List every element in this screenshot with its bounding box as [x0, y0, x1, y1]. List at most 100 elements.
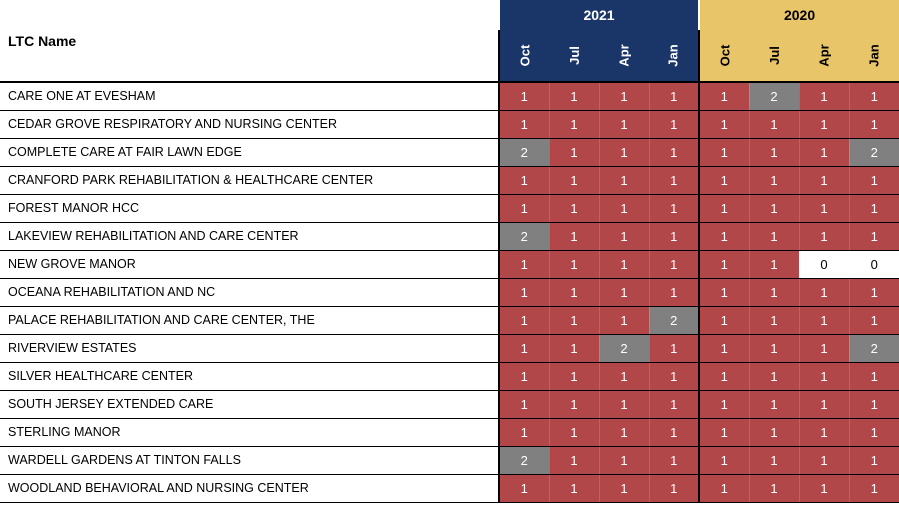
value-cell: 1: [749, 110, 799, 138]
value-cell: 1: [599, 110, 649, 138]
facility-name: FOREST MANOR HCC: [0, 194, 499, 222]
value-cell: 1: [799, 418, 849, 446]
value-cell: 1: [699, 278, 749, 306]
table-row: COMPLETE CARE AT FAIR LAWN EDGE21111112: [0, 138, 899, 166]
value-cell: 1: [499, 362, 549, 390]
value-cell: 1: [649, 278, 699, 306]
value-cell: 1: [849, 362, 899, 390]
value-cell: 1: [549, 362, 599, 390]
value-cell: 1: [799, 306, 849, 334]
value-cell: 1: [549, 250, 599, 278]
value-cell: 1: [749, 222, 799, 250]
year-header-2021: 2021: [499, 0, 699, 30]
value-cell: 1: [549, 166, 599, 194]
value-cell: 1: [749, 306, 799, 334]
value-cell: 0: [799, 250, 849, 278]
value-cell: 1: [549, 82, 599, 110]
table-row: OCEANA REHABILITATION AND NC11111111: [0, 278, 899, 306]
facility-name: LAKEVIEW REHABILITATION AND CARE CENTER: [0, 222, 499, 250]
value-cell: 1: [549, 138, 599, 166]
value-cell: 1: [649, 222, 699, 250]
value-cell: 1: [849, 306, 899, 334]
facility-name: PALACE REHABILITATION AND CARE CENTER, T…: [0, 306, 499, 334]
value-cell: 2: [749, 82, 799, 110]
value-cell: 1: [499, 250, 549, 278]
value-cell: 1: [849, 474, 899, 502]
facility-name: OCEANA REHABILITATION AND NC: [0, 278, 499, 306]
value-cell: 1: [599, 306, 649, 334]
value-cell: 2: [499, 446, 549, 474]
facility-name: CEDAR GROVE RESPIRATORY AND NURSING CENT…: [0, 110, 499, 138]
value-cell: 1: [549, 306, 599, 334]
value-cell: 2: [499, 138, 549, 166]
value-cell: 1: [499, 110, 549, 138]
value-cell: 1: [749, 194, 799, 222]
value-cell: 1: [649, 334, 699, 362]
value-cell: 1: [799, 362, 849, 390]
value-cell: 1: [599, 222, 649, 250]
month-header: Jul: [749, 30, 799, 82]
facility-name: STERLING MANOR: [0, 418, 499, 446]
value-cell: 1: [699, 110, 749, 138]
value-cell: 1: [549, 194, 599, 222]
value-cell: 1: [649, 194, 699, 222]
year-header-2020: 2020: [699, 0, 899, 30]
facility-name: SILVER HEALTHCARE CENTER: [0, 362, 499, 390]
value-cell: 1: [799, 138, 849, 166]
value-cell: 1: [699, 194, 749, 222]
value-cell: 1: [799, 334, 849, 362]
month-header: Jan: [849, 30, 899, 82]
name-column-header: LTC Name: [0, 0, 499, 82]
value-cell: 2: [849, 334, 899, 362]
value-cell: 1: [849, 82, 899, 110]
value-cell: 1: [849, 446, 899, 474]
value-cell: 1: [799, 474, 849, 502]
table-row: STERLING MANOR11111111: [0, 418, 899, 446]
value-cell: 1: [749, 362, 799, 390]
value-cell: 1: [749, 418, 799, 446]
value-cell: 1: [599, 418, 649, 446]
value-cell: 1: [799, 82, 849, 110]
value-cell: 1: [699, 390, 749, 418]
table-row: LAKEVIEW REHABILITATION AND CARE CENTER2…: [0, 222, 899, 250]
value-cell: 1: [499, 474, 549, 502]
value-cell: 1: [699, 222, 749, 250]
value-cell: 1: [699, 418, 749, 446]
value-cell: 1: [649, 474, 699, 502]
value-cell: 1: [799, 446, 849, 474]
value-cell: 1: [549, 278, 599, 306]
table-row: RIVERVIEW ESTATES11211112: [0, 334, 899, 362]
value-cell: 1: [699, 250, 749, 278]
value-cell: 1: [799, 194, 849, 222]
value-cell: 1: [499, 278, 549, 306]
value-cell: 1: [599, 194, 649, 222]
value-cell: 1: [499, 334, 549, 362]
value-cell: 1: [749, 278, 799, 306]
value-cell: 1: [699, 334, 749, 362]
value-cell: 1: [749, 446, 799, 474]
value-cell: 2: [849, 138, 899, 166]
facility-name: RIVERVIEW ESTATES: [0, 334, 499, 362]
value-cell: 1: [699, 362, 749, 390]
value-cell: 1: [649, 138, 699, 166]
value-cell: 1: [599, 362, 649, 390]
value-cell: 1: [599, 278, 649, 306]
value-cell: 1: [649, 82, 699, 110]
value-cell: 1: [499, 306, 549, 334]
value-cell: 1: [599, 250, 649, 278]
value-cell: 1: [599, 166, 649, 194]
table-row: CARE ONE AT EVESHAM11111211: [0, 82, 899, 110]
value-cell: 1: [649, 110, 699, 138]
value-cell: 1: [749, 250, 799, 278]
value-cell: 1: [749, 138, 799, 166]
value-cell: 1: [599, 138, 649, 166]
value-cell: 1: [599, 446, 649, 474]
value-cell: 1: [699, 138, 749, 166]
value-cell: 1: [849, 194, 899, 222]
value-cell: 1: [799, 110, 849, 138]
facility-name: CRANFORD PARK REHABILITATION & HEALTHCAR…: [0, 166, 499, 194]
value-cell: 1: [849, 278, 899, 306]
value-cell: 1: [799, 222, 849, 250]
facility-name: WARDELL GARDENS AT TINTON FALLS: [0, 446, 499, 474]
table-row: SILVER HEALTHCARE CENTER11111111: [0, 362, 899, 390]
